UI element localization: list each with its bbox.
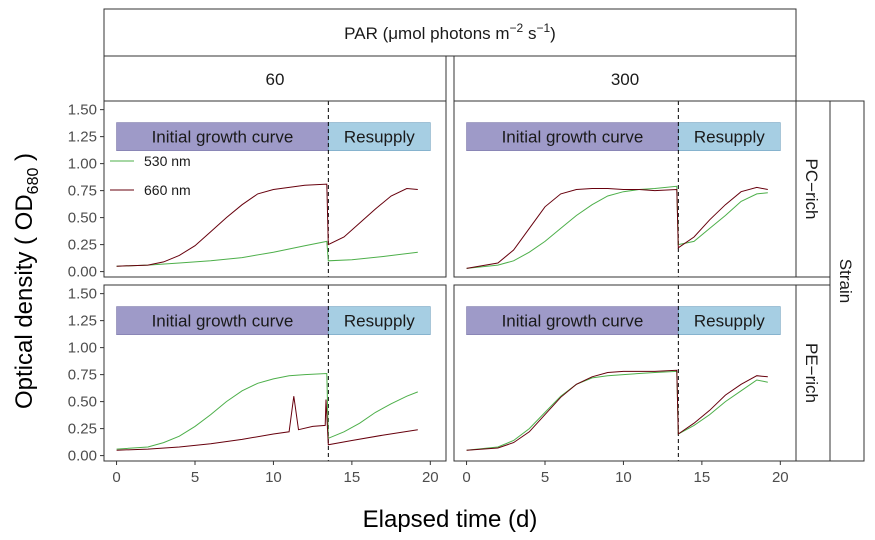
initial-growth-band-label: Initial growth curve	[152, 312, 294, 331]
series-line-660-nm	[116, 183, 418, 267]
resupply-band-label: Resupply	[344, 128, 415, 147]
y-tick-label: 0.50	[68, 210, 97, 227]
y-tick-label: 1.50	[68, 102, 97, 119]
x-tick-label: 15	[694, 469, 711, 486]
initial-growth-band	[116, 306, 329, 335]
initial-growth-band-label: Initial growth curve	[152, 128, 294, 147]
series-line-530-nm	[116, 372, 418, 450]
row-strip-pc-rich: PC−rich	[795, 100, 831, 278]
column-strip-300: 300	[453, 55, 797, 102]
column-strip-60: 60	[103, 55, 447, 102]
row-strip-pe-rich: PE−rich	[795, 284, 831, 462]
series-line-530-nm	[466, 370, 768, 451]
y-tick-label: 0.50	[68, 394, 97, 411]
series-line-660-nm	[466, 369, 768, 451]
y-axis-title: Optical density ( OD680 )	[11, 153, 42, 409]
right-strip: Strain	[829, 100, 865, 462]
y-tick-label: 0.00	[68, 448, 97, 465]
panel-2: Initial growth curve Resupply 0.00 0.25 0.50…	[68, 284, 447, 486]
top-strip-label: PAR (μmol photons m−2 s−1)	[344, 21, 556, 43]
panels-layer: Initial growth curve Resupply 0.00 0.25 0.50…	[68, 100, 797, 486]
y-tick-label: 0.75	[68, 183, 97, 200]
panel-1: Initial growth curve Resupply	[453, 100, 797, 278]
top-strip: PAR (μmol photons m−2 s−1)	[103, 8, 797, 57]
series-line-660-nm	[466, 186, 768, 269]
right-strip-label: Strain	[836, 259, 855, 303]
y-tick-label: 1.50	[68, 286, 97, 303]
resupply-band-label: Resupply	[694, 128, 765, 147]
initial-growth-band	[466, 122, 679, 151]
x-tick-label: 0	[112, 469, 120, 486]
x-tick-label: 5	[541, 469, 549, 486]
x-tick-label: 0	[462, 469, 470, 486]
series-line-530-nm	[116, 240, 418, 267]
y-tick-label: 0.00	[68, 264, 97, 281]
initial-growth-band-label: Initial growth curve	[502, 312, 644, 331]
y-tick-label: 1.00	[68, 340, 97, 357]
row-strip-label-pe-rich: PE−rich	[802, 343, 821, 403]
resupply-band-label: Resupply	[344, 312, 415, 331]
legend-label: 530 nm	[144, 153, 191, 169]
y-tick-label: 1.25	[68, 313, 97, 330]
panel-border	[453, 284, 797, 462]
y-tick-label: 0.75	[68, 367, 97, 384]
y-tick-label: 1.25	[68, 129, 97, 146]
resupply-band	[678, 122, 781, 151]
x-tick-label: 20	[422, 469, 439, 486]
panel-0: Initial growth curve Resupply 0.00 0.25 0.50…	[68, 100, 447, 281]
panel-3: Initial growth curve Resupply 0 5 10 15 20	[453, 284, 797, 486]
panel-border	[453, 100, 797, 278]
panel-border	[103, 100, 447, 278]
y-tick-label: 1.00	[68, 156, 97, 173]
x-axis-title: Elapsed time (d)	[363, 506, 538, 533]
x-tick-label: 10	[265, 469, 282, 486]
row-strip-label-pc-rich: PC−rich	[802, 159, 821, 220]
column-strip-label-300: 300	[611, 70, 639, 89]
y-tick-label: 0.25	[68, 421, 97, 438]
y-tick-label: 0.25	[68, 237, 97, 254]
x-tick-label: 15	[344, 469, 361, 486]
x-tick-label: 5	[191, 469, 199, 486]
x-tick-label: 20	[772, 469, 789, 486]
initial-growth-band-label: Initial growth curve	[502, 128, 644, 147]
series-line-660-nm	[116, 396, 418, 451]
x-tick-label: 10	[615, 469, 632, 486]
legend-label: 660 nm	[144, 182, 191, 198]
initial-growth-band	[116, 122, 329, 151]
column-strip-label-60: 60	[266, 70, 285, 89]
resupply-band-label: Resupply	[694, 312, 765, 331]
panel-border	[103, 284, 447, 462]
series-line-530-nm	[466, 185, 768, 269]
